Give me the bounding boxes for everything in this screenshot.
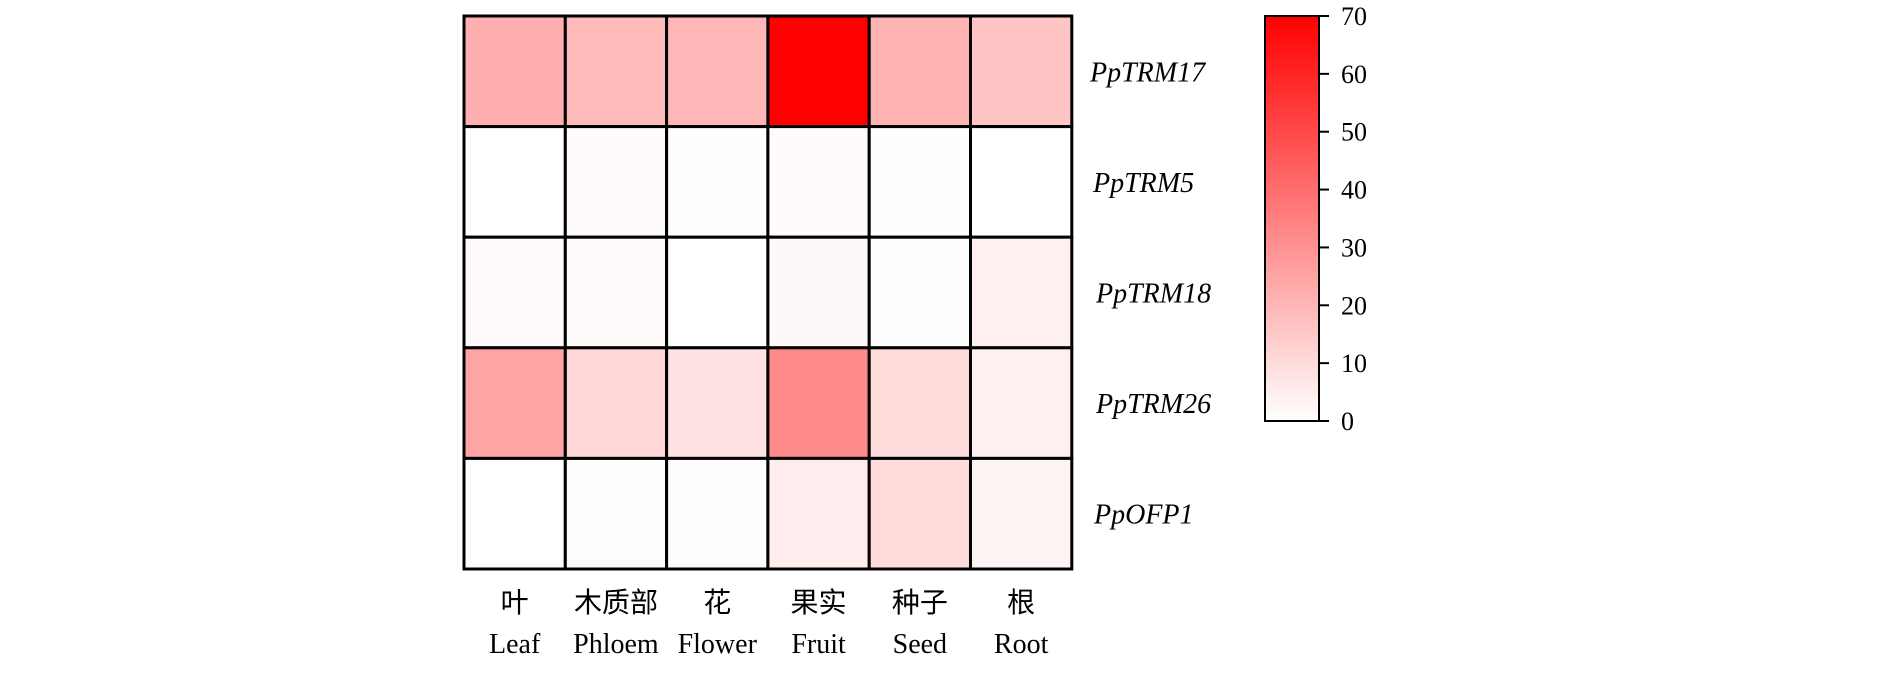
colorbar-gradient	[1264, 15, 1320, 422]
heatmap-cell-ppofp1-leaf	[462, 456, 567, 571]
column-label-zh-leaf: 叶	[501, 588, 529, 619]
heatmap-cell-pptrm18-fruit	[766, 235, 871, 350]
column-label-en-leaf: Leaf	[489, 629, 541, 660]
column-label-en-root: Root	[994, 629, 1049, 660]
colorbar: 0 10 20 30 40 50 60 70	[1264, 2, 1367, 436]
heatmap-cell-pptrm5-leaf	[462, 125, 567, 239]
heatmap-cell-pptrm5-seed	[867, 125, 973, 239]
row-label-ppofp1: PpOFP1	[1093, 500, 1194, 531]
heatmap-cell-ppofp1-fruit	[766, 456, 871, 571]
heatmap-cell-pptrm18-leaf	[462, 235, 567, 350]
heatmap-cell-pptrm17-seed	[867, 14, 973, 129]
colorbar-tick-label-20: 20	[1341, 291, 1367, 320]
column-labels: 叶 Leaf 木质部 Phloem 花 Flower 果实 Fruit 种子 Seed 根 Root	[489, 587, 1049, 660]
heatmap-cell-pptrm5-root	[969, 125, 1074, 239]
heatmap-cell-pptrm18-phloem	[563, 235, 669, 350]
heatmap-cell-ppofp1-flower	[665, 456, 770, 571]
heatmap-cell-pptrm5-phloem	[563, 125, 669, 239]
heatmap-cell-pptrm26-phloem	[563, 346, 669, 460]
colorbar-tick-label-60: 60	[1341, 60, 1367, 89]
heatmap-cell-ppofp1-phloem	[563, 456, 669, 571]
heatmap-cell-pptrm18-seed	[867, 235, 973, 350]
row-labels: PpTRM17 PpTRM5 PpTRM18 PpTRM26 PpOFP1	[1089, 57, 1211, 530]
colorbar-tick-label-70: 70	[1341, 2, 1367, 31]
column-label-en-phloem: Phloem	[573, 629, 659, 660]
heatmap-cell-ppofp1-seed	[867, 456, 973, 571]
column-label-zh-phloem: 木质部	[574, 587, 658, 619]
column-label-en-seed: Seed	[893, 629, 947, 660]
row-label-pptrm18: PpTRM18	[1095, 279, 1211, 310]
heatmap-cell-pptrm26-root	[969, 346, 1074, 460]
heatmap-cell-pptrm26-flower	[665, 346, 770, 460]
heatmap-cell-pptrm18-flower	[665, 235, 770, 350]
column-label-en-fruit: Fruit	[791, 629, 846, 660]
heatmap-cell-pptrm5-fruit	[766, 125, 871, 239]
heatmap-cell-pptrm5-flower	[665, 125, 770, 239]
heatmap-cell-pptrm17-leaf	[462, 14, 567, 129]
heatmap-cell-pptrm26-leaf	[462, 346, 567, 460]
row-label-pptrm5: PpTRM5	[1092, 168, 1194, 199]
heatmap-cells	[462, 14, 1074, 571]
colorbar-tick-label-40: 40	[1341, 176, 1367, 205]
heatmap-cell-ppofp1-root	[969, 456, 1074, 571]
heatmap-cell-pptrm17-root	[969, 14, 1074, 129]
heatmap-cell-pptrm17-phloem	[563, 14, 669, 129]
row-label-pptrm17: PpTRM17	[1089, 57, 1206, 88]
heatmap-cell-pptrm18-root	[969, 235, 1074, 350]
colorbar-tick-label-30: 30	[1341, 233, 1367, 262]
colorbar-tick-label-50: 50	[1341, 118, 1367, 147]
column-label-en-flower: Flower	[678, 629, 758, 660]
colorbar-tick-label-0: 0	[1341, 407, 1354, 436]
column-label-zh-fruit: 果实	[791, 587, 847, 619]
heatmap-cell-pptrm17-flower	[665, 14, 770, 129]
heatmap-cell-pptrm26-seed	[867, 346, 973, 460]
heatmap-cell-pptrm17-fruit	[766, 14, 871, 129]
colorbar-tick-label-10: 10	[1341, 349, 1367, 378]
column-label-zh-root: 根	[1007, 587, 1035, 619]
heatmap-cell-pptrm26-fruit	[766, 346, 871, 460]
row-label-pptrm26: PpTRM26	[1095, 389, 1211, 420]
column-label-zh-flower: 花	[703, 587, 731, 619]
column-label-zh-seed: 种子	[892, 587, 948, 619]
